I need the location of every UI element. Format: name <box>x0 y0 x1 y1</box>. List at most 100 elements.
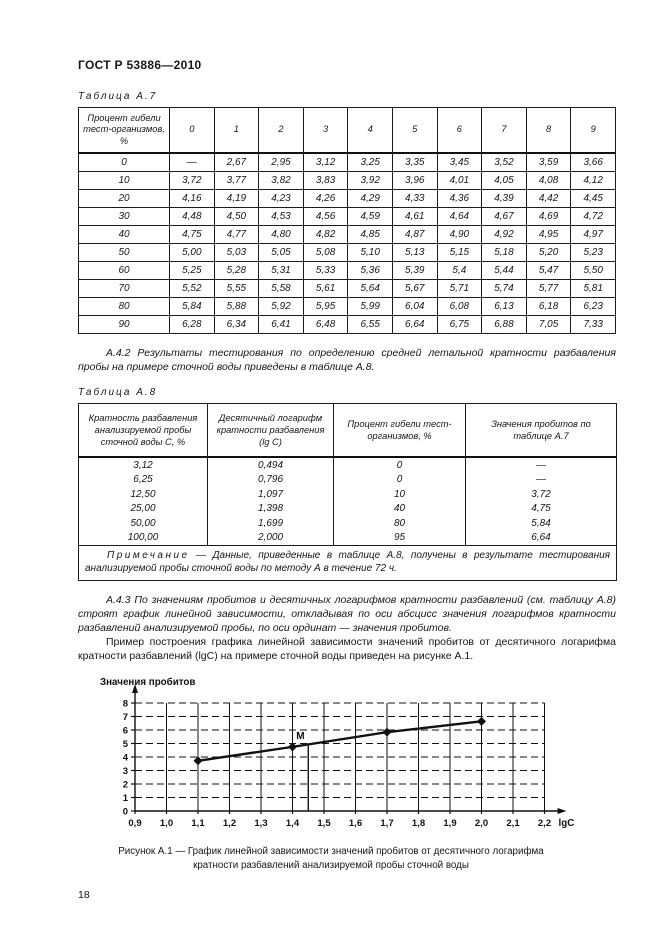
table-a8-label: Таблица А.8 <box>78 386 158 398</box>
a7-cell: 4,50 <box>213 207 260 226</box>
a7-cell: 5,81 <box>570 279 616 298</box>
y-tick-label: 7 <box>123 712 128 723</box>
a8-col-header: Процент гибели тест-организмов, % <box>333 402 466 458</box>
a7-cell: 4,29 <box>347 189 393 208</box>
x-tick-label: 1,5 <box>317 818 331 829</box>
a7-cell: 3,59 <box>525 152 572 172</box>
x-tick-label: 2,1 <box>506 818 520 829</box>
a8-cell: 4,75 <box>465 501 617 516</box>
x-tick-label: 2,0 <box>475 818 488 829</box>
a7-cell: 3,82 <box>258 171 304 190</box>
a7-corner-header: Процент гибели тест-организмов, % <box>78 107 170 154</box>
a7-cell: 3,52 <box>481 152 527 172</box>
a7-cell: 5,15 <box>436 243 483 262</box>
a7-cell: 4,69 <box>525 207 572 226</box>
x-tick-label: 1,4 <box>286 818 300 829</box>
a7-cell: 3,77 <box>213 171 260 190</box>
x-tick-label: 1,6 <box>349 818 362 829</box>
a8-cell: 0 <box>333 472 466 487</box>
a7-cell: 3,45 <box>436 152 483 172</box>
a7-col-header: 4 <box>347 107 393 154</box>
a7-cell: 6,04 <box>391 297 438 316</box>
a7-cell: 4,26 <box>302 189 349 208</box>
a8-cell: 12,50 <box>78 486 208 502</box>
a7-cell: — <box>169 152 215 172</box>
figure-caption: Рисунок А.1 — График линейной зависимост… <box>118 846 544 871</box>
y-tick-label: 2 <box>123 780 128 791</box>
figure-a1: 0,9 1,0 1,1 1,2 1,3 1,4 1,5 1,6 1,7 1,8 1,9 2,0 2,1 2… <box>98 674 616 839</box>
a7-cell: 6,28 <box>169 315 215 334</box>
data-point <box>477 716 486 726</box>
x-tick-label: 1,7 <box>380 818 393 829</box>
page-number: 18 <box>78 889 90 902</box>
a7-cell: 5,95 <box>302 297 349 316</box>
a7-cell: 5,88 <box>213 297 260 316</box>
table-row: 0—2,67 2,95 3,12 3,25 3,35 3,45 3,52 3,59 3,66 <box>78 152 616 172</box>
a7-cell: 5,36 <box>347 261 393 280</box>
a7-cell: 4,95 <box>525 225 572 244</box>
a7-cell: 4,12 <box>570 171 616 190</box>
a7-cell: 5,28 <box>213 261 260 280</box>
a7-cell: 10 <box>78 171 170 190</box>
a7-cell: 5,71 <box>436 279 483 298</box>
table-note: Примечание — Данные, приведенные в табли… <box>78 544 617 582</box>
y-axis-title: Значения пробитов <box>100 677 195 688</box>
a7-cell: 4,42 <box>525 189 572 208</box>
a7-cell: 4,33 <box>391 189 438 208</box>
a7-cell: 6,88 <box>481 315 527 334</box>
a7-cell: 5,55 <box>213 279 260 298</box>
x-tick-label: 0,9 <box>128 818 141 829</box>
a8-cell: 0,494 <box>207 456 334 473</box>
a7-cell: 7,33 <box>570 315 616 334</box>
a7-cell: 5,33 <box>302 261 349 280</box>
test-results-table-a8: Кратность разбавления анализируемой проб… <box>78 402 617 582</box>
a7-cell: 5,84 <box>169 297 215 316</box>
a7-cell: 5,39 <box>391 261 438 280</box>
table-header-row: Кратность разбавления анализируемой проб… <box>78 402 617 458</box>
a7-col-header: 9 <box>570 107 616 154</box>
table-row: 10 3,72 3,77 3,82 3,83 3,92 3,96 4,01 4,05 4,08 4,… <box>78 171 616 190</box>
table-a7-label: Таблица А.7 <box>78 91 158 102</box>
a7-col-header: 2 <box>258 107 304 154</box>
a7-cell: 5,31 <box>258 261 304 280</box>
x-tick-label: 1,1 <box>191 818 205 829</box>
a7-cell: 3,25 <box>347 152 393 172</box>
x-tick-label: 1,2 <box>223 818 236 829</box>
a7-cell: 5,52 <box>169 279 215 298</box>
a8-col-header: Кратность разбавления анализируемой проб… <box>78 402 208 458</box>
note-text: — Данные, приведенные в таблице А.8, пол… <box>85 549 610 575</box>
a8-cell: — <box>465 472 617 487</box>
a8-cell: — <box>465 456 617 473</box>
table-row: 20 4,16 4,19 4,23 4,26 4,29 4,33 4,36 4,39 4,42 4,… <box>78 189 616 208</box>
a7-cell: 5,00 <box>169 243 215 262</box>
a7-cell: 4,75 <box>169 225 215 244</box>
x-axis-title: lgC <box>559 818 575 829</box>
a7-cell: 5,18 <box>481 243 527 262</box>
a7-col-header: 6 <box>436 107 483 154</box>
a7-cell: 4,45 <box>570 189 616 208</box>
a7-cell: 6,34 <box>213 315 260 334</box>
paragraph-a43-1: А.4.3 По значениям пробитов и десятичных… <box>78 594 616 635</box>
doc-code: ГОСТ Р 53886—2010 <box>78 58 202 72</box>
a7-cell: 5,20 <box>525 243 572 262</box>
a7-cell: 4,05 <box>481 171 527 190</box>
y-tick-label: 1 <box>123 793 129 804</box>
a7-cell: 4,36 <box>436 189 483 208</box>
a7-cell: 80 <box>78 297 170 316</box>
a7-cell: 70 <box>78 279 170 298</box>
a7-cell: 4,67 <box>481 207 527 226</box>
a7-cell: 3,96 <box>391 171 438 190</box>
a7-cell: 5,25 <box>169 261 215 280</box>
paragraph-a42: А.4.2 Результаты тестирования по определ… <box>78 347 616 373</box>
data-point <box>193 756 203 766</box>
paragraph-a43-2: Пример построения графика линейной завис… <box>78 636 616 663</box>
a7-cell: 60 <box>78 261 170 280</box>
data-line <box>197 720 482 763</box>
a7-cell: 4,48 <box>169 207 215 226</box>
a7-cell: 3,83 <box>302 171 349 190</box>
table-row: 50 5,00 5,03 5,05 5,08 5,10 5,13 5,15 5,18 5,20 5,… <box>78 243 616 262</box>
a7-cell: 4,19 <box>213 189 260 208</box>
data-point <box>382 727 392 737</box>
